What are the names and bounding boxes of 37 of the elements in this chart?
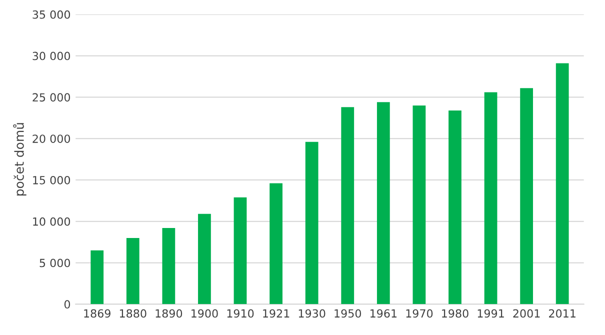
x-tick-label: 1991 — [478, 309, 504, 318]
x-tick-label: 2011 — [549, 309, 576, 318]
y-tick-label: 35 000 — [32, 10, 70, 19]
x-tick-label: 1910 — [227, 309, 254, 318]
y-tick-label: 15 000 — [33, 176, 70, 184]
x-tick-label: 1980 — [442, 309, 468, 318]
x-tick-label: 1869 — [84, 309, 110, 318]
x-tick-label: 1970 — [406, 309, 433, 318]
y-tick-label: 5 000 — [40, 258, 70, 268]
x-tick-label: 1880 — [120, 309, 146, 318]
bar — [376, 102, 390, 304]
y-tick-label: 20 000 — [32, 134, 70, 143]
x-tick-label: 1961 — [370, 309, 397, 318]
bar — [305, 142, 318, 304]
bar — [162, 228, 176, 304]
bar — [341, 107, 354, 304]
y-tick-label: 30 000 — [32, 52, 70, 60]
bar — [126, 238, 140, 304]
y-axis-title: počet domů — [13, 123, 26, 196]
x-tick-label: 1950 — [334, 309, 362, 318]
bar — [90, 250, 104, 304]
y-tick-label: 25 000 — [32, 93, 70, 102]
bar — [448, 110, 462, 304]
x-tick-label: 1890 — [156, 309, 182, 318]
bar — [412, 105, 426, 304]
x-tick-label: 1930 — [298, 309, 326, 318]
x-tick-label: 1921 — [263, 309, 290, 318]
bar — [556, 63, 569, 304]
bar — [270, 183, 282, 304]
bar — [234, 197, 247, 304]
x-tick-label: 1900 — [192, 309, 218, 318]
bar — [198, 214, 211, 304]
x-tick-label: 2001 — [513, 309, 540, 318]
y-tick-label: 10 000 — [33, 217, 70, 226]
bar — [520, 88, 534, 304]
bar — [484, 92, 498, 304]
y-tick-label: 0 — [64, 300, 70, 309]
